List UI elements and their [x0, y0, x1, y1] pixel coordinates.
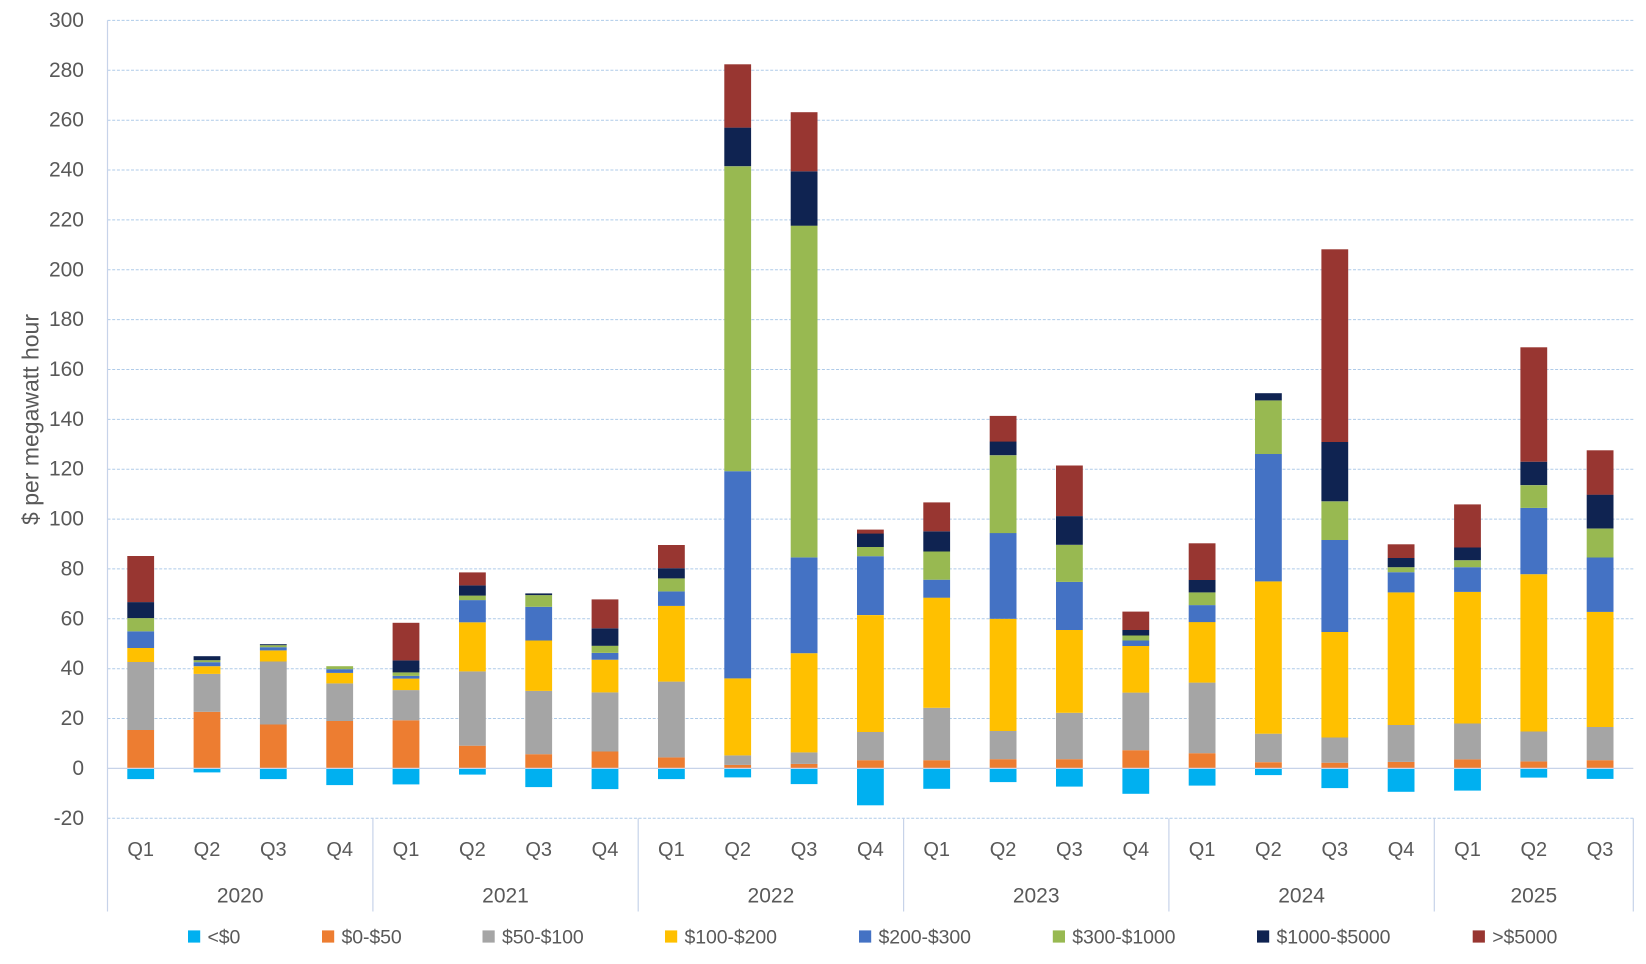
- svg-text:Q3: Q3: [1587, 839, 1614, 861]
- svg-text:20: 20: [61, 707, 84, 730]
- svg-text:Q1: Q1: [1189, 839, 1216, 861]
- svg-text:80: 80: [61, 557, 84, 580]
- svg-text:2022: 2022: [748, 885, 795, 908]
- svg-text:Q3: Q3: [260, 839, 287, 861]
- svg-text:280: 280: [49, 59, 84, 82]
- svg-text:100: 100: [49, 508, 84, 531]
- svg-text:<$0: <$0: [208, 926, 241, 948]
- svg-text:Q4: Q4: [1122, 839, 1149, 861]
- svg-text:Q3: Q3: [791, 839, 818, 861]
- svg-text:Q2: Q2: [1520, 839, 1547, 861]
- svg-text:120: 120: [49, 458, 84, 481]
- svg-text:Q3: Q3: [1056, 839, 1083, 861]
- svg-text:300: 300: [49, 9, 84, 32]
- svg-text:180: 180: [49, 308, 84, 331]
- svg-text:Q4: Q4: [592, 839, 619, 861]
- svg-text:Q2: Q2: [459, 839, 486, 861]
- svg-text:40: 40: [61, 657, 84, 680]
- svg-text:2021: 2021: [482, 885, 529, 908]
- svg-text:220: 220: [49, 208, 84, 231]
- svg-text:Q4: Q4: [857, 839, 884, 861]
- svg-text:Q4: Q4: [1388, 839, 1415, 861]
- svg-text:>$5000: >$5000: [1492, 926, 1557, 948]
- svg-text:Q2: Q2: [990, 839, 1017, 861]
- svg-text:$200-$300: $200-$300: [879, 926, 972, 948]
- svg-text:2024: 2024: [1278, 885, 1325, 908]
- svg-text:Q2: Q2: [194, 839, 221, 861]
- svg-text:Q3: Q3: [525, 839, 552, 861]
- svg-text:60: 60: [61, 607, 84, 630]
- svg-text:$0-$50: $0-$50: [342, 926, 402, 948]
- svg-text:$1000-$5000: $1000-$5000: [1277, 926, 1391, 948]
- svg-text:200: 200: [49, 258, 84, 281]
- svg-text:Q1: Q1: [923, 839, 950, 861]
- svg-text:Q4: Q4: [326, 839, 353, 861]
- svg-text:-20: -20: [54, 807, 84, 830]
- svg-text:$50-$100: $50-$100: [502, 926, 584, 948]
- svg-text:260: 260: [49, 109, 84, 132]
- svg-text:Q1: Q1: [127, 839, 154, 861]
- svg-text:2023: 2023: [1013, 885, 1060, 908]
- svg-text:0: 0: [72, 757, 84, 780]
- svg-text:$ per megawatt hour: $ per megawatt hour: [18, 314, 44, 525]
- svg-text:2025: 2025: [1510, 885, 1557, 908]
- svg-text:Q1: Q1: [658, 839, 685, 861]
- svg-text:$300-$1000: $300-$1000: [1072, 926, 1175, 948]
- svg-text:Q1: Q1: [1454, 839, 1481, 861]
- svg-text:$100-$200: $100-$200: [685, 926, 778, 948]
- svg-text:160: 160: [49, 358, 84, 381]
- svg-text:240: 240: [49, 159, 84, 182]
- svg-text:Q3: Q3: [1321, 839, 1348, 861]
- svg-text:Q2: Q2: [724, 839, 751, 861]
- svg-text:Q2: Q2: [1255, 839, 1282, 861]
- svg-text:2020: 2020: [217, 885, 264, 908]
- svg-text:140: 140: [49, 408, 84, 431]
- svg-text:Q1: Q1: [393, 839, 420, 861]
